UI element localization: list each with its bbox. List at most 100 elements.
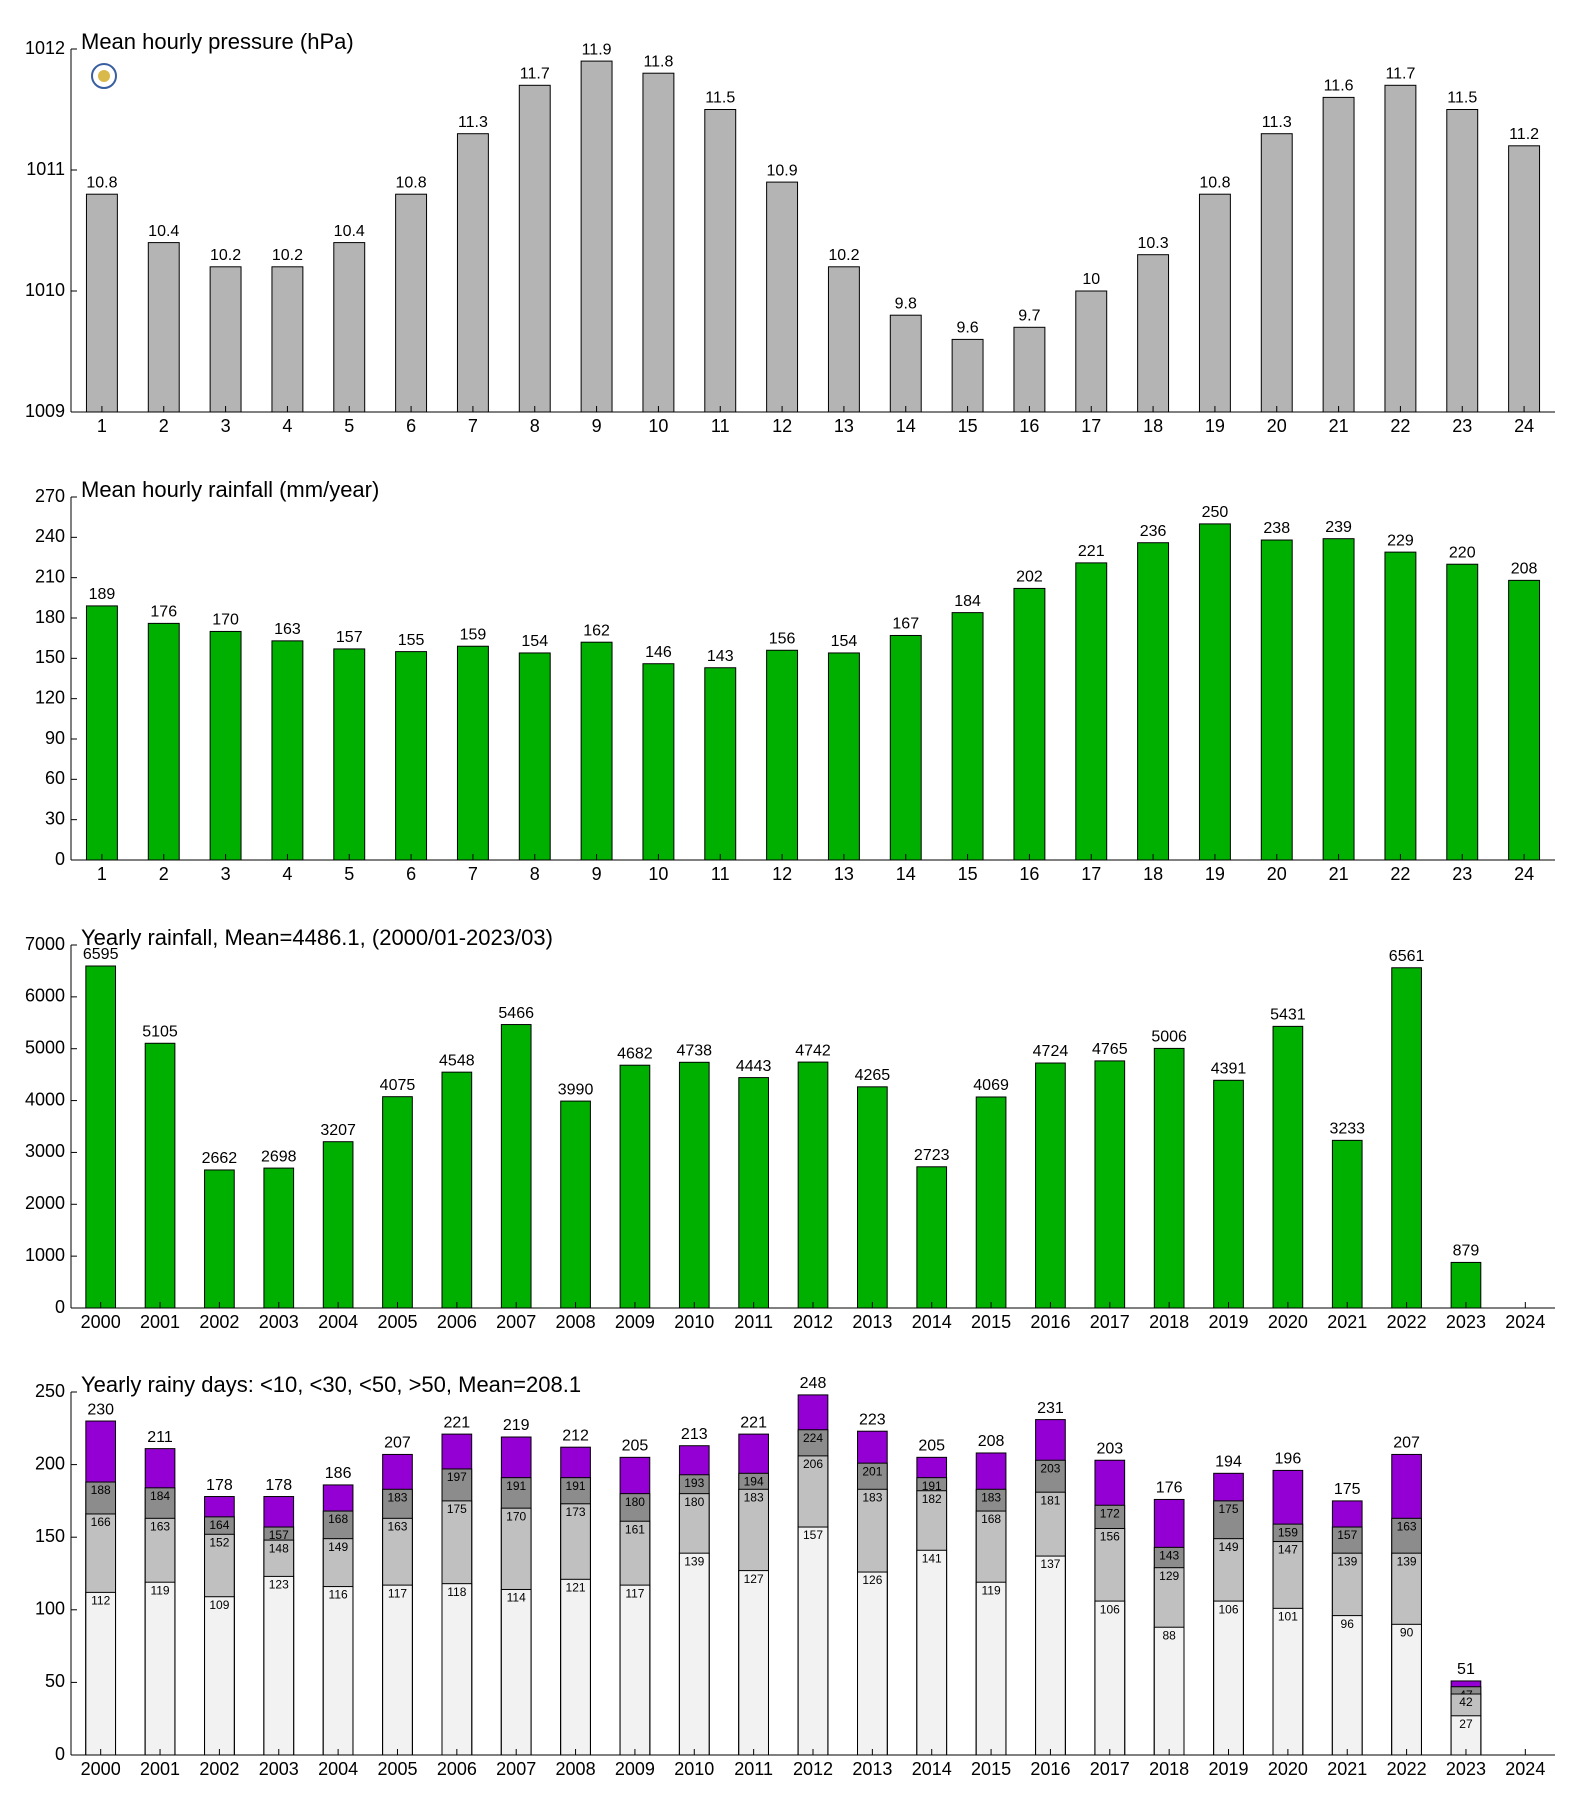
value-label: 176 [150,604,177,621]
x-tick-label: 2007 [496,1759,536,1779]
value-label: 10.8 [86,174,117,191]
chart-title: Mean hourly pressure (hPa) [81,29,354,54]
x-tick-label: 7 [468,416,478,436]
bar [857,1086,888,1309]
bar [1450,1261,1482,1309]
bar [889,314,922,413]
value-label: 229 [1387,532,1414,549]
value-label: 9.8 [895,295,917,312]
bar [147,622,180,861]
x-tick-label: 2006 [437,1312,477,1332]
x-tick-label: 2000 [81,1312,121,1332]
bar [975,1581,1007,1756]
bar [518,652,551,861]
value-label: 157 [336,629,363,646]
value-label: 162 [583,622,610,639]
bar [1075,562,1108,861]
x-tick-label: 2017 [1090,1312,1130,1332]
value-label: 163 [387,1519,407,1533]
value-label: 191 [566,1479,586,1493]
y-tick-label: 210 [35,566,65,586]
value-label: 11.6 [1324,78,1354,95]
value-label: 139 [1337,1554,1357,1568]
logo-mark [98,70,110,82]
x-tick-label: 9 [592,416,602,436]
y-tick-label: 200 [35,1453,65,1473]
bar [456,133,489,413]
bar [382,1096,413,1309]
x-tick-label: 2013 [852,1759,892,1779]
value-label: 163 [1397,1519,1417,1533]
bar [204,1169,235,1309]
bar [395,651,428,861]
y-tick-label: 0 [55,1744,65,1764]
value-label: 6595 [83,946,119,963]
value-label: 9.6 [956,320,978,337]
bar [1153,1047,1185,1309]
value-label: 156 [769,630,796,647]
bar [1260,133,1293,413]
bar [766,649,799,861]
value-label: 236 [1140,523,1167,540]
x-tick-label: 7 [468,864,478,884]
bar [271,640,304,861]
value-label: 163 [274,621,301,638]
x-tick-label: 17 [1081,416,1101,436]
value-label: 183 [744,1490,764,1504]
value-label: 123 [269,1578,289,1592]
bar [263,1167,295,1309]
bar [580,641,613,861]
x-tick-label: 16 [1019,864,1039,884]
x-tick-label: 2023 [1446,1312,1486,1332]
bar [1153,1626,1185,1756]
x-tick-label: 16 [1019,416,1039,436]
bar [1508,145,1541,413]
x-tick-label: 13 [834,864,854,884]
bar [704,109,737,413]
bar [85,965,117,1309]
x-tick-label: 2001 [140,1312,180,1332]
bar [263,1575,295,1756]
value-label: 27 [1459,1717,1473,1731]
bar [1446,563,1479,861]
value-label: 106 [1219,1602,1239,1616]
bar [441,1583,473,1756]
value-label: 10.3 [1138,235,1169,252]
x-tick-label: 4 [282,416,292,436]
value-label: 161 [625,1522,645,1536]
bar [678,1061,710,1309]
x-tick-label: 6 [406,864,416,884]
x-tick-label: 21 [1329,416,1349,436]
value-label: 154 [521,633,548,650]
value-label: 164 [209,1518,229,1532]
value-label: 176 [1156,1480,1183,1497]
value-label: 4443 [736,1058,772,1075]
value-label: 239 [1325,519,1352,536]
y-tick-label: 1012 [25,38,65,58]
value-label: 175 [447,1502,467,1516]
value-label: 3990 [558,1081,594,1098]
x-tick-label: 4 [282,864,292,884]
y-tick-label: 0 [55,849,65,869]
bar [85,193,118,413]
x-tick-label: 2018 [1149,1312,1189,1332]
bar [619,1064,651,1309]
x-tick-label: 23 [1452,416,1472,436]
x-tick-label: 14 [896,416,916,436]
bar [271,266,304,413]
bar [1446,109,1479,413]
bar [382,1584,413,1756]
value-label: 10.9 [767,162,798,179]
value-label: 10.8 [1199,174,1230,191]
value-label: 10.2 [210,247,241,264]
value-label: 201 [862,1464,882,1478]
y-tick-label: 120 [35,687,65,707]
value-label: 170 [506,1509,526,1523]
bar [975,1096,1007,1309]
x-tick-label: 1 [97,864,107,884]
x-tick-label: 2011 [734,1312,773,1332]
x-tick-label: 2018 [1149,1759,1189,1779]
x-tick-label: 2010 [674,1312,714,1332]
value-label: 191 [922,1479,942,1493]
x-tick-label: 11 [711,416,730,436]
